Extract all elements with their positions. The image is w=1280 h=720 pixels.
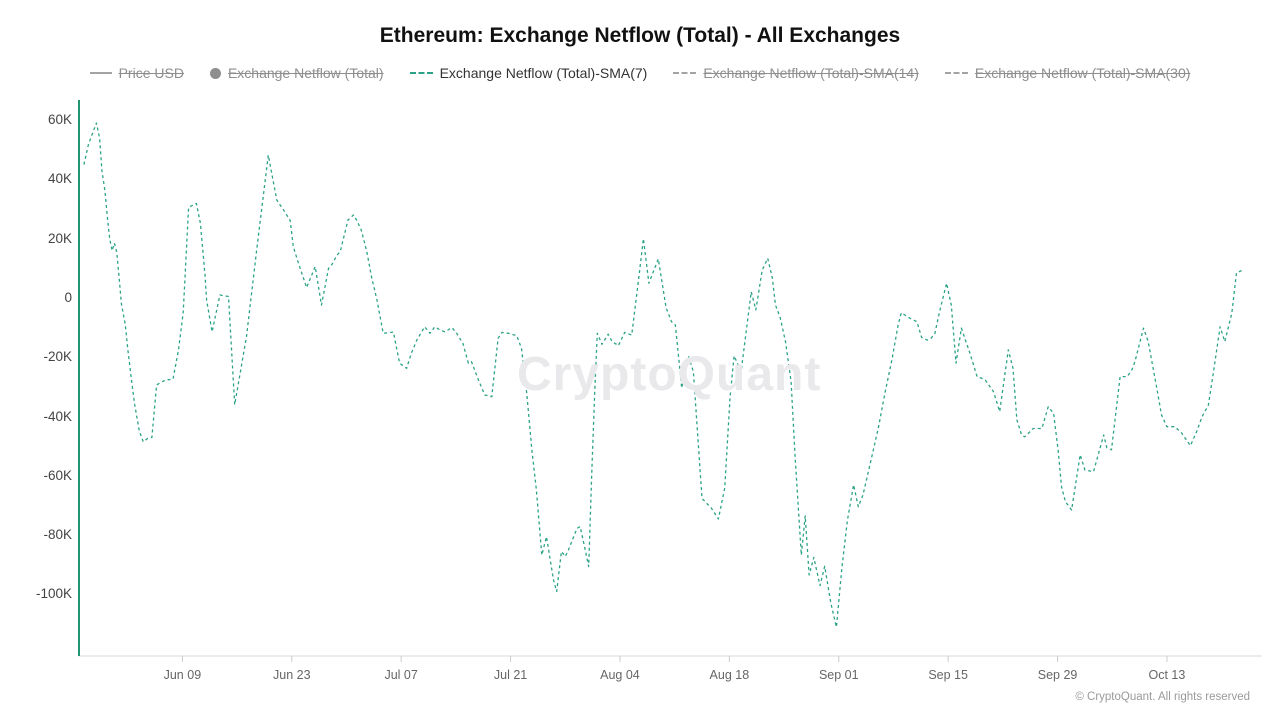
- watermark: CryptoQuant: [517, 348, 822, 401]
- x-axis-label: Jun 09: [163, 668, 202, 682]
- series-dashed-line-icon: [409, 72, 433, 74]
- x-axis-label: Aug 18: [709, 668, 750, 682]
- series-dashed-line-icon: [673, 72, 697, 74]
- legend-item-2[interactable]: Exchange Netflow (Total): [209, 65, 384, 81]
- legend-label: Exchange Netflow (Total)-SMA(30): [974, 65, 1191, 81]
- x-axis-label: Sep 29: [1037, 668, 1078, 682]
- series-line-icon: [89, 72, 112, 74]
- legend-label: Price USD: [118, 65, 184, 81]
- legend-label: Exchange Netflow (Total): [227, 65, 384, 81]
- x-axis-label: Aug 04: [600, 668, 640, 682]
- y-axis-label: 0: [64, 290, 72, 305]
- copyright-notice: © CryptoQuant. All rights reserved: [1075, 691, 1250, 703]
- y-axis-label: 40K: [47, 171, 72, 187]
- chart-title: Ethereum: Exchange Netflow (Total) - All…: [379, 24, 901, 47]
- series-circle-icon: [209, 67, 221, 79]
- netflow-sma7-line: [83, 122, 1243, 628]
- x-axis-label: Sep 01: [818, 668, 859, 682]
- x-axis-label: Oct 13: [1148, 668, 1186, 682]
- y-axis-label: -60K: [43, 467, 72, 483]
- x-axis-label: Sep 15: [928, 668, 968, 682]
- x-axis-label: Jul 21: [493, 668, 528, 682]
- legend-item-1[interactable]: Price USD: [89, 65, 184, 81]
- legend-item-4[interactable]: Exchange Netflow (Total)-SMA(14): [673, 65, 919, 81]
- legend-item-3[interactable]: Exchange Netflow (Total)-SMA(7): [409, 65, 648, 81]
- x-axis-label: Jul 07: [384, 668, 418, 682]
- y-axis-label: -100K: [35, 586, 72, 602]
- legend-item-5[interactable]: Exchange Netflow (Total)-SMA(30): [944, 65, 1191, 81]
- y-axis-label: -40K: [43, 408, 72, 424]
- legend: Price USD Exchange Netflow (Total) Exchang…: [0, 63, 1280, 83]
- y-axis-label: 20K: [47, 230, 72, 246]
- x-axis-label: Jun 23: [273, 668, 311, 682]
- y-axis-label: -80K: [43, 527, 72, 543]
- series-dashed-line-icon: [944, 72, 968, 74]
- y-axis-label: 60K: [47, 112, 72, 128]
- legend-label: Exchange Netflow (Total)-SMA(14): [703, 65, 919, 81]
- legend-label: Exchange Netflow (Total)-SMA(7): [439, 65, 648, 81]
- y-axis-label: -20K: [43, 349, 72, 365]
